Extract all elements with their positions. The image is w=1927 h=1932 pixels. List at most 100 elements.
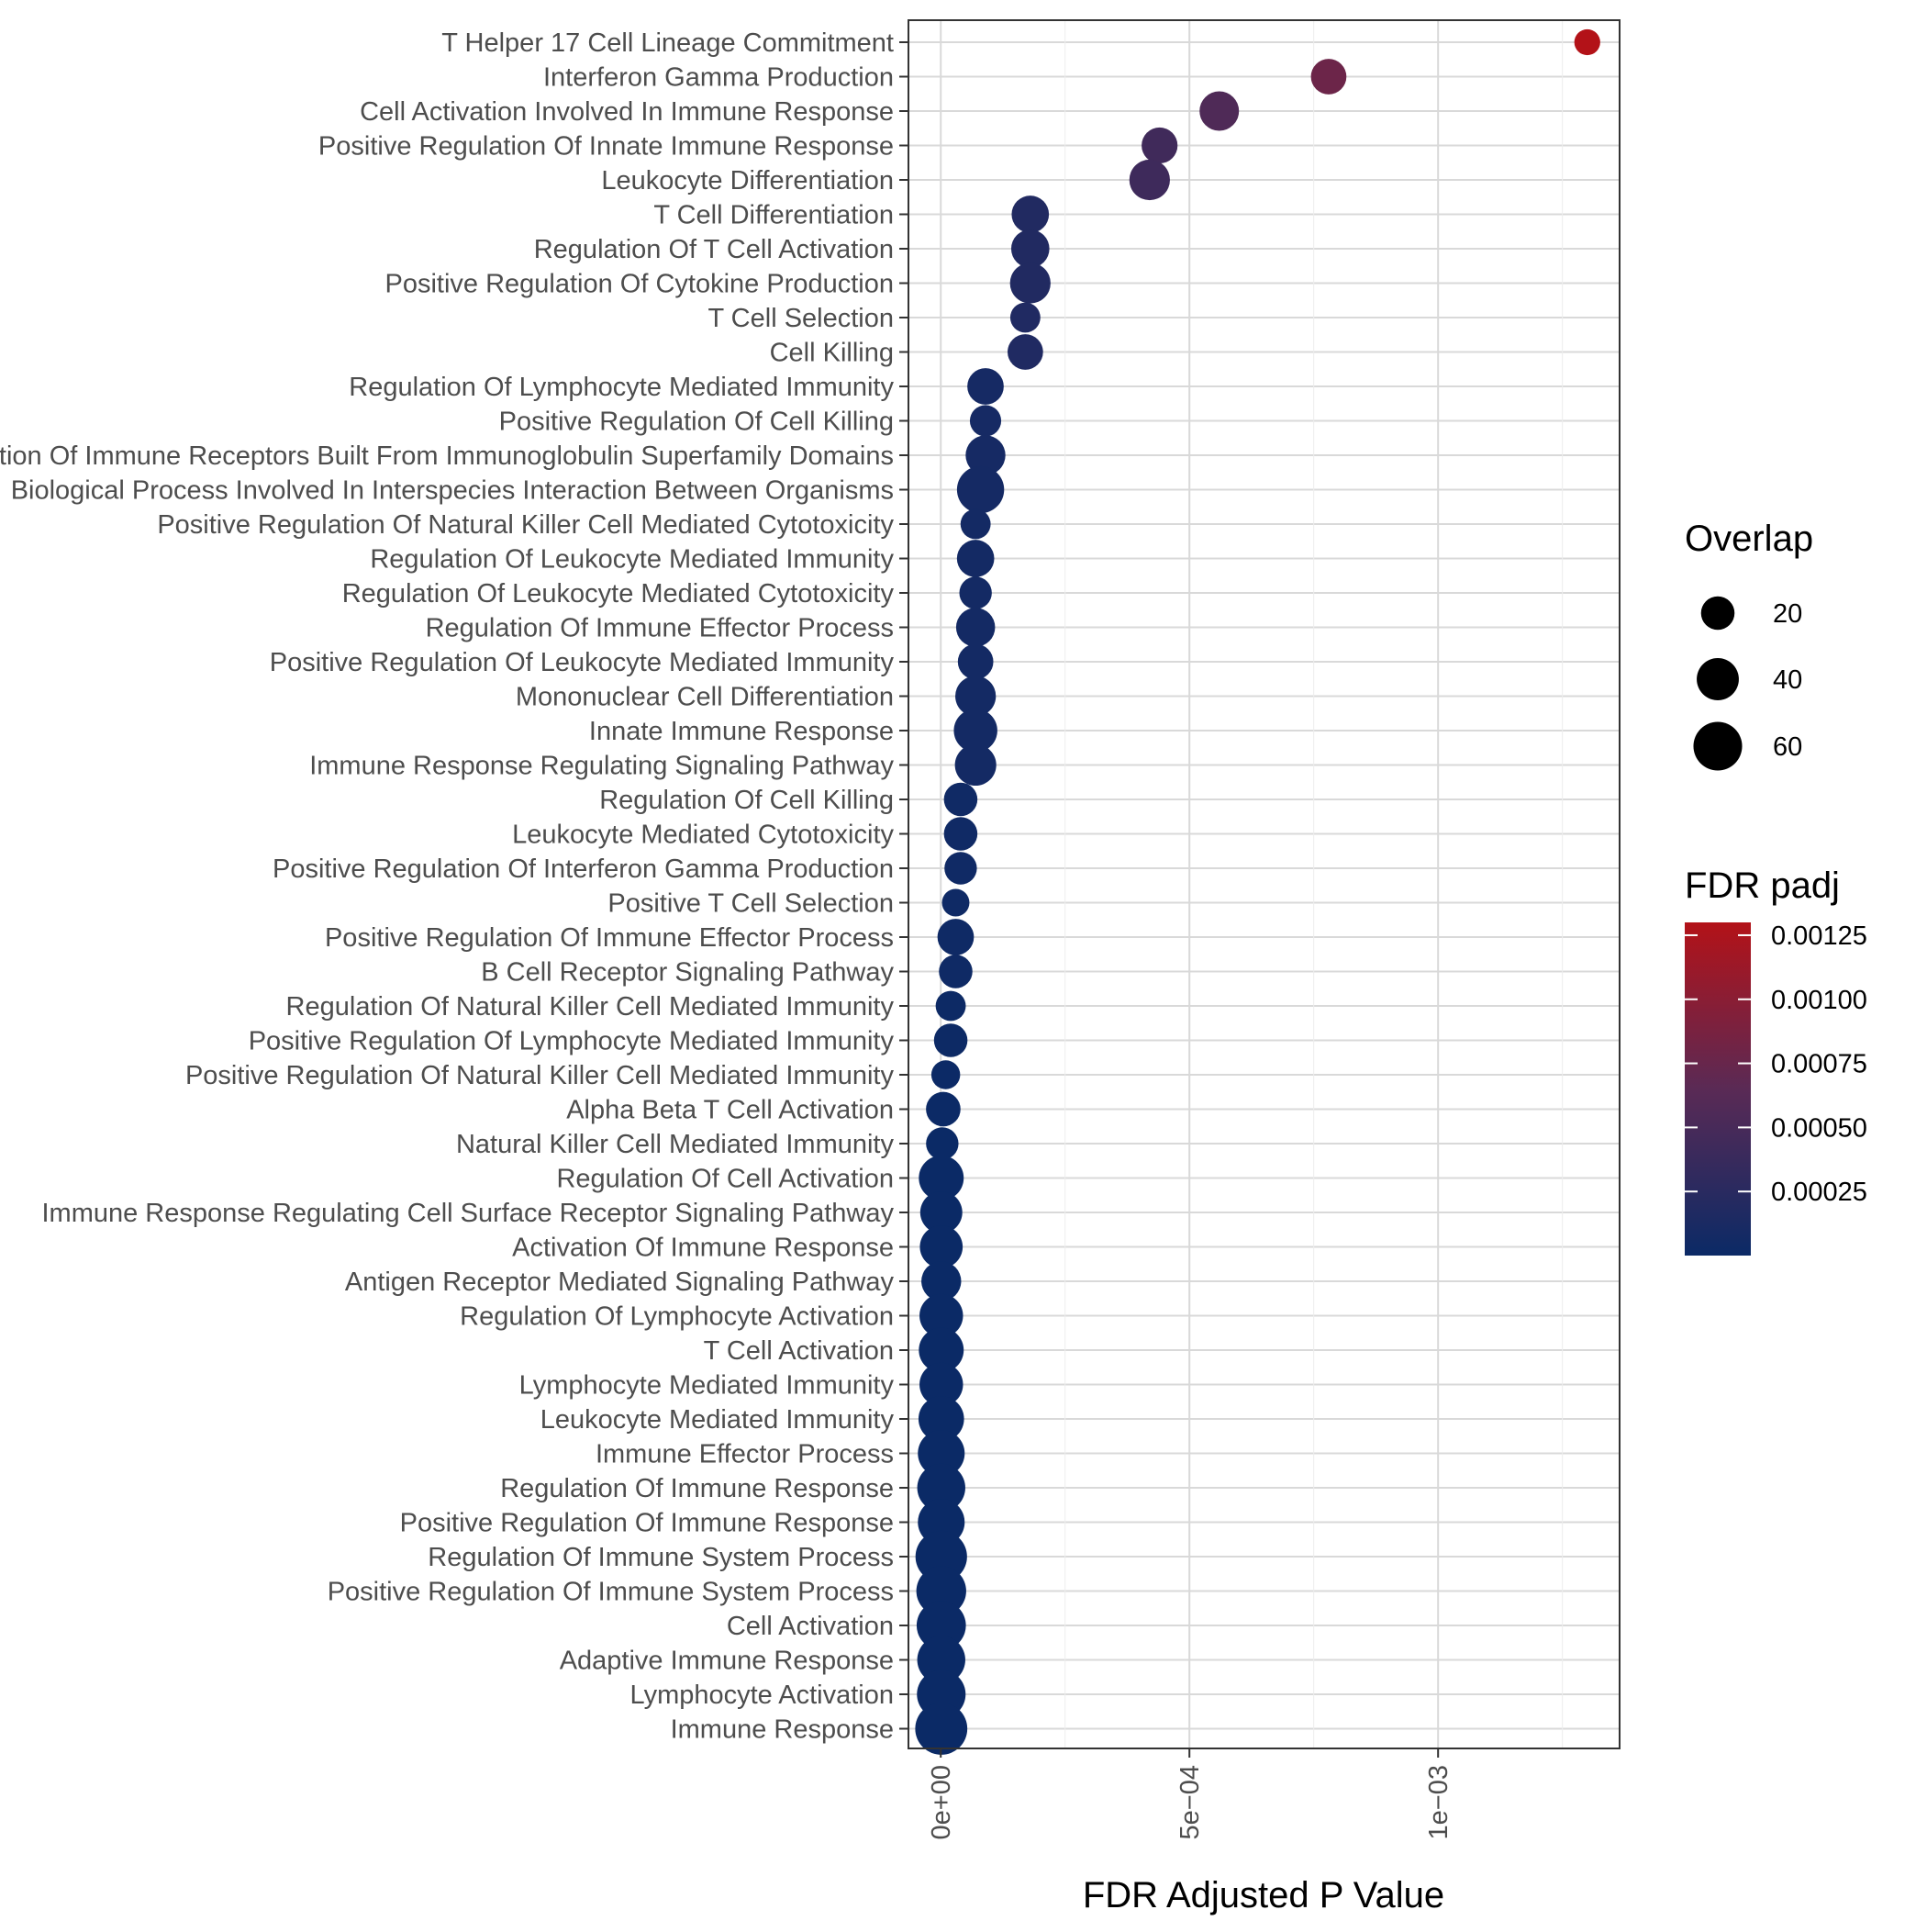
data-point bbox=[918, 1396, 964, 1442]
x-tick-label: 5e−04 bbox=[1175, 1765, 1205, 1839]
data-point bbox=[919, 1156, 964, 1201]
data-point bbox=[915, 1703, 968, 1755]
data-point bbox=[955, 676, 997, 717]
y-tick-label: Positive Regulation Of Immune Effector P… bbox=[325, 923, 894, 953]
data-point bbox=[937, 919, 975, 955]
y-tick-label: Immune Response Regulating Cell Surface … bbox=[41, 1199, 894, 1228]
data-point bbox=[1010, 229, 1050, 268]
x-tick-label: 0e+00 bbox=[927, 1765, 956, 1839]
size-legend-label: 60 bbox=[1773, 732, 1802, 762]
data-point bbox=[1574, 28, 1600, 56]
data-point bbox=[956, 540, 995, 577]
data-point bbox=[941, 888, 970, 917]
data-point bbox=[1199, 91, 1240, 131]
data-point bbox=[1009, 262, 1051, 304]
size-legend-key bbox=[1700, 596, 1735, 631]
data-point bbox=[1310, 59, 1347, 95]
data-point bbox=[919, 1225, 964, 1268]
x-tick-label: 1e−03 bbox=[1424, 1765, 1454, 1839]
data-point bbox=[959, 576, 992, 609]
data-point bbox=[1008, 334, 1043, 370]
data-point bbox=[953, 709, 997, 753]
size-legend-label: 40 bbox=[1773, 665, 1802, 695]
y-tick-label: B Cell Receptor Signaling Pathway bbox=[481, 958, 894, 988]
y-tick-label: Positive T Cell Selection bbox=[607, 889, 894, 919]
size-legend-key bbox=[1693, 721, 1743, 771]
data-point bbox=[916, 1601, 966, 1650]
color-bar-label: 0.00125 bbox=[1771, 921, 1867, 951]
y-tick-label: Activation Of Immune Response bbox=[512, 1234, 894, 1263]
y-tick-label: Regulation Of T Cell Activation bbox=[534, 235, 894, 264]
y-tick-label: Biological Process Involved In Interspec… bbox=[11, 476, 894, 506]
y-tick-label: Positive Regulation Of Interferon Gamma … bbox=[273, 854, 894, 884]
size-legend-key bbox=[1697, 658, 1739, 700]
data-point bbox=[916, 1566, 966, 1616]
data-point bbox=[930, 1060, 961, 1089]
y-tick-label: Positive Regulation Of Innate Immune Res… bbox=[318, 132, 894, 162]
y-tick-label: Immune Response Regulating Signaling Pat… bbox=[309, 752, 894, 781]
x-axis-title: FDR Adjusted P Value bbox=[1083, 1875, 1444, 1915]
data-point bbox=[915, 1530, 967, 1583]
y-tick-label: Positive Regulation Of Natural Killer Ce… bbox=[185, 1061, 895, 1090]
y-tick-label: Positive Regulation Of Cell Killing bbox=[499, 408, 894, 437]
panel-border bbox=[908, 19, 1621, 1749]
y-tick-label: Cell Activation bbox=[727, 1612, 894, 1641]
data-point bbox=[1011, 195, 1050, 233]
y-tick-label: Interferon Gamma Production bbox=[543, 63, 894, 93]
y-tick-label: Adaptive Immune Response bbox=[560, 1647, 894, 1676]
color-bar-label: 0.00075 bbox=[1771, 1050, 1867, 1079]
data-point bbox=[918, 1429, 965, 1478]
data-point bbox=[955, 608, 996, 647]
y-tick-label: Regulation Of Leukocyte Mediated Immunit… bbox=[370, 545, 894, 575]
y-tick-label: Alpha Beta T Cell Activation bbox=[566, 1096, 894, 1125]
data-point bbox=[944, 852, 977, 885]
data-point bbox=[919, 1362, 964, 1407]
y-tick-label: Leukocyte Mediated Immunity bbox=[540, 1405, 895, 1435]
data-point bbox=[943, 817, 978, 851]
legend: Overlap 20 40 60 FDR padj 0.00025 0.00050 0.000… bbox=[1685, 519, 1867, 1256]
data-point bbox=[919, 1191, 963, 1234]
y-tick-label: T Cell Activation bbox=[704, 1336, 894, 1366]
y-tick-label: Mononuclear Cell Differentiation bbox=[516, 683, 894, 712]
y-tick-label: T Helper 17 Cell Lineage Commitment bbox=[441, 28, 894, 58]
data-point bbox=[919, 1327, 964, 1373]
size-legend-label: 20 bbox=[1773, 599, 1802, 629]
size-legend-title: Overlap bbox=[1685, 519, 1813, 559]
y-tick-label: Immune Response bbox=[671, 1715, 894, 1745]
data-point bbox=[957, 643, 994, 680]
color-bar bbox=[1685, 922, 1751, 1256]
color-legend-title: FDR padj bbox=[1685, 865, 1840, 906]
y-tick-label: Innate Immune Response bbox=[589, 717, 894, 746]
data-point bbox=[943, 782, 978, 817]
y-tick-label: Regulation Of Immune Effector Process bbox=[426, 614, 894, 643]
data-point bbox=[1009, 302, 1041, 333]
y-tick-label: Positive Regulation Of Immune System Pro… bbox=[328, 1578, 894, 1607]
y-tick-label: Positive Regulation Of Leukocyte Mediate… bbox=[270, 648, 895, 677]
data-point bbox=[921, 1261, 962, 1301]
data-point bbox=[917, 1636, 965, 1684]
data-point bbox=[954, 743, 997, 787]
data-point bbox=[919, 1293, 964, 1338]
y-tick-label: Lymphocyte Mediated Immunity bbox=[519, 1371, 895, 1401]
y-tick-label: Positive Regulation Of Immune Response bbox=[400, 1509, 894, 1538]
y-tick-label: Regulation Of Cell Killing bbox=[599, 786, 894, 815]
y-tick-label: Leukocyte Mediated Cytotoxicity bbox=[512, 821, 894, 850]
y-tick-label: Immune Effector Process bbox=[596, 1440, 894, 1469]
data-point bbox=[939, 955, 973, 988]
y-tick-label: Lymphocyte Activation bbox=[630, 1681, 894, 1710]
y-tick-label: Regulation Of Lymphocyte Activation bbox=[460, 1302, 894, 1332]
data-point bbox=[969, 405, 1002, 437]
y-tick-label: Adaptive Immune Response Based On Somati… bbox=[0, 441, 894, 471]
data-point bbox=[960, 508, 991, 540]
y-tick-label: Positive Regulation Of Lymphocyte Mediat… bbox=[249, 1027, 895, 1056]
data-point bbox=[926, 1127, 959, 1160]
color-bar-label: 0.00050 bbox=[1771, 1113, 1867, 1143]
y-tick-label: Leukocyte Differentiation bbox=[601, 166, 894, 195]
data-point bbox=[965, 435, 1006, 475]
y-tick-label: Regulation Of Cell Activation bbox=[556, 1165, 894, 1194]
data-point bbox=[935, 990, 966, 1022]
y-tick-label: Antigen Receptor Mediated Signaling Path… bbox=[345, 1268, 895, 1297]
data-point bbox=[926, 1091, 961, 1127]
